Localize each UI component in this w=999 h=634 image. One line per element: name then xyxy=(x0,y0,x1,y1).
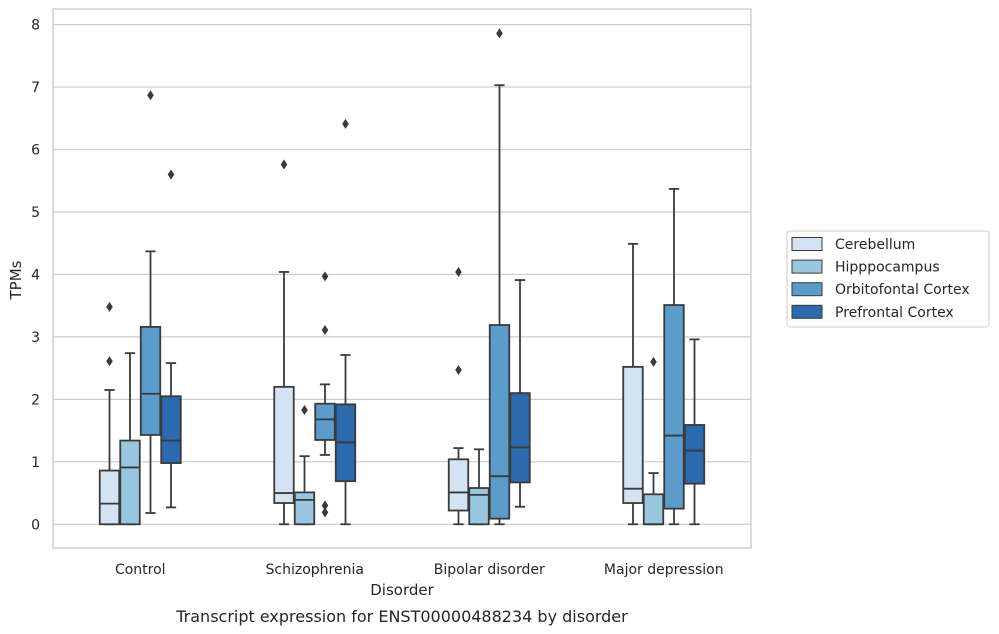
box-1-1 xyxy=(293,404,316,526)
y-tick-label: 5 xyxy=(31,205,40,221)
box xyxy=(273,385,295,504)
outlier-point xyxy=(167,169,175,180)
y-tick-label: 2 xyxy=(31,392,40,408)
outlier-point xyxy=(321,507,329,518)
legend-label: Cerebellum xyxy=(835,237,915,253)
box xyxy=(98,469,121,526)
box-plot-series xyxy=(98,28,706,526)
legend-swatch xyxy=(791,237,823,251)
box-0-2 xyxy=(139,90,162,514)
y-tick-label: 6 xyxy=(31,143,40,159)
box xyxy=(488,324,511,520)
box-3-2 xyxy=(663,187,685,526)
box xyxy=(622,365,644,504)
outlier-point xyxy=(321,325,329,336)
box-0-0 xyxy=(98,301,121,526)
box-3-3 xyxy=(683,338,706,526)
box-2-2 xyxy=(488,28,511,526)
box-2-0 xyxy=(447,266,470,526)
outlier-point xyxy=(496,28,503,39)
outlier-point xyxy=(106,356,113,367)
y-axis-ticks: 0 1 2 3 4 5 6 7 8 xyxy=(31,18,40,534)
y-axis-label: TPMs xyxy=(7,260,25,300)
y-tick-label: 8 xyxy=(31,18,40,34)
outlier-point xyxy=(650,356,657,367)
box xyxy=(314,402,336,441)
box xyxy=(642,493,665,526)
box xyxy=(663,304,685,510)
x-axis-ticks: Control Schizophrenia Bipolar disorder Majo… xyxy=(115,562,724,578)
legend-swatch xyxy=(791,282,823,297)
legend-label: Hipppocampus xyxy=(835,260,940,276)
outlier-point xyxy=(280,159,288,170)
x-tick-label: Control xyxy=(115,562,166,578)
y-tick-label: 3 xyxy=(31,330,40,346)
box-3-0 xyxy=(622,242,644,526)
outlier-point xyxy=(321,271,329,282)
x-tick-label: Schizophrenia xyxy=(266,562,364,578)
outlier-point xyxy=(147,90,154,101)
y-tick-label: 1 xyxy=(31,455,40,471)
x-axis-label: Disorder xyxy=(370,581,434,599)
box xyxy=(509,392,531,484)
x-tick-label: Bipolar disorder xyxy=(434,562,545,578)
outlier-point xyxy=(342,118,349,129)
box xyxy=(683,424,706,485)
box xyxy=(468,487,490,526)
grid-lines xyxy=(53,24,751,525)
legend: Cerebellum Hipppocampus Orbitofontal Corte… xyxy=(786,230,990,328)
x-tick-label: Major depression xyxy=(604,562,724,578)
box-1-2 xyxy=(314,271,336,518)
outlier-point xyxy=(321,500,329,511)
legend-swatch xyxy=(791,304,823,319)
outlier-point xyxy=(455,364,462,375)
box xyxy=(160,395,182,464)
box-1-3 xyxy=(334,118,357,526)
box xyxy=(139,326,162,436)
box-0-1 xyxy=(119,352,141,526)
box xyxy=(293,491,316,526)
box-2-3 xyxy=(509,279,531,508)
outlier-point xyxy=(301,404,308,415)
outlier-point xyxy=(106,301,113,312)
box-3-1 xyxy=(642,356,665,526)
chart-caption: Transcript expression for ENST0000048823… xyxy=(175,607,628,626)
y-tick-label: 0 xyxy=(31,517,40,533)
outlier-point xyxy=(455,266,462,277)
legend-label: Prefrontal Cortex xyxy=(835,305,954,321)
legend-label: Orbitofontal Cortex xyxy=(835,282,970,298)
box-2-1 xyxy=(468,448,490,526)
y-tick-label: 7 xyxy=(31,80,40,96)
y-tick-label: 4 xyxy=(31,267,40,283)
legend-frame xyxy=(786,230,990,328)
box-1-0 xyxy=(273,159,295,526)
legend-swatch xyxy=(791,259,823,274)
plot-frame xyxy=(52,8,752,549)
box-0-3 xyxy=(160,169,182,509)
box xyxy=(119,439,141,526)
box xyxy=(447,458,470,512)
